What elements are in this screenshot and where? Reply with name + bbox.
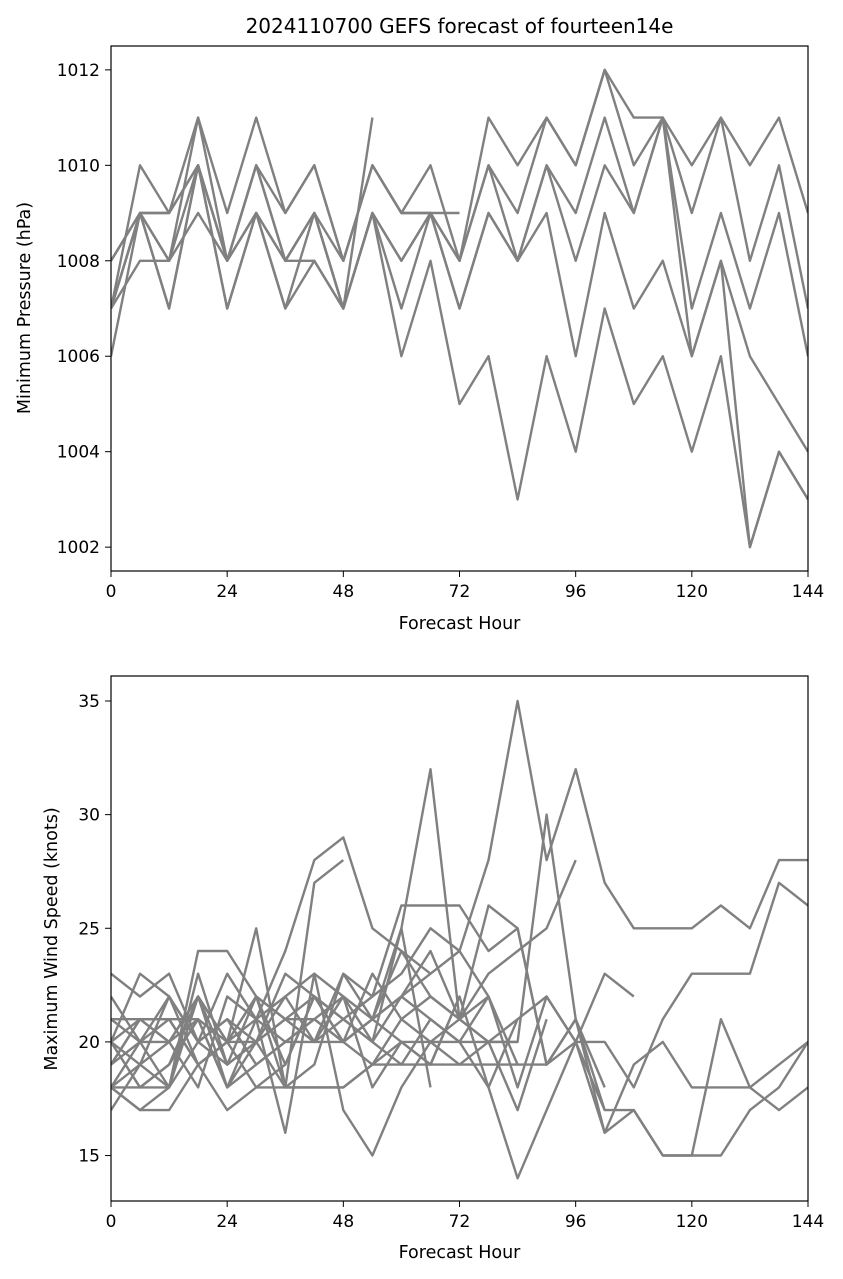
pressure-x-tick-label: 0 (106, 582, 117, 602)
pressure-series-line-8 (111, 117, 374, 310)
wind-x-tick-label: 72 (449, 1212, 471, 1232)
wind-x-tick-label: 0 (106, 1212, 117, 1232)
wind-plot-frame (110, 675, 809, 1202)
pressure-series-line-1 (111, 68, 808, 262)
pressure-y-tick-label: 1010 (57, 156, 100, 176)
wind-x-axis-label: Forecast Hour (399, 1243, 522, 1263)
pressure-y-tick-label: 1006 (57, 347, 100, 367)
wind-axes: 0 24 48 72 96 120 144 15 20 25 30 35 (78, 675, 824, 1232)
pressure-x-tick-label: 72 (449, 582, 471, 602)
wind-x-tick-label: 96 (565, 1212, 587, 1232)
wind-x-tick-label: 144 (792, 1212, 824, 1232)
wind-y-tick-label: 30 (78, 806, 100, 826)
pressure-y-tick-label: 1004 (57, 443, 100, 463)
wind-y-tick-label: 20 (78, 1033, 100, 1053)
wind-series-line-14 (111, 768, 490, 1066)
wind-series-line-17 (111, 927, 432, 1089)
wind-series-line-16 (111, 927, 432, 1089)
pressure-y-axis-label: Minimum Pressure (hPa) (15, 202, 35, 414)
wind-series-line-9 (111, 836, 577, 1089)
wind-x-tick-label: 48 (333, 1212, 355, 1232)
chart-title: 2024110700 GEFS forecast of fourteen14e (246, 14, 674, 38)
wind-series-line-18 (111, 859, 345, 1089)
wind-x-tick-label: 24 (216, 1212, 238, 1232)
wind-y-axis-label: Maximum Wind Speed (knots) (42, 807, 62, 1070)
pressure-panel: 0 24 48 72 96 120 144100210041006100810101012 … (15, 45, 824, 634)
pressure-x-tick-label: 96 (565, 582, 587, 602)
wind-series-line-8 (111, 904, 606, 1111)
pressure-series-line-5 (111, 211, 808, 549)
pressure-x-tick-label: 24 (216, 582, 238, 602)
pressure-x-axis-label: Forecast Hour (399, 614, 522, 634)
pressure-series-line-7 (111, 164, 460, 262)
wind-y-tick-label: 15 (78, 1147, 100, 1167)
pressure-y-tick-label: 1002 (57, 538, 100, 558)
pressure-y-tick-label: 1008 (57, 252, 100, 272)
pressure-axes: 0 24 48 72 96 120 144 1002 1004 1006 1008 1010 1012 (57, 45, 824, 602)
pressure-x-tick-label: 144 (792, 582, 824, 602)
pressure-series-group (111, 68, 808, 549)
wind-series-group (111, 699, 808, 1180)
pressure-x-tick-label: 48 (333, 582, 355, 602)
pressure-y-tick-label: 1012 (57, 61, 100, 81)
wind-x-tick-label: 120 (676, 1212, 708, 1232)
wind-y-tick-label: 25 (78, 919, 100, 939)
wind-y-tick-label: 35 (78, 692, 100, 712)
pressure-x-tick-label: 120 (676, 582, 708, 602)
